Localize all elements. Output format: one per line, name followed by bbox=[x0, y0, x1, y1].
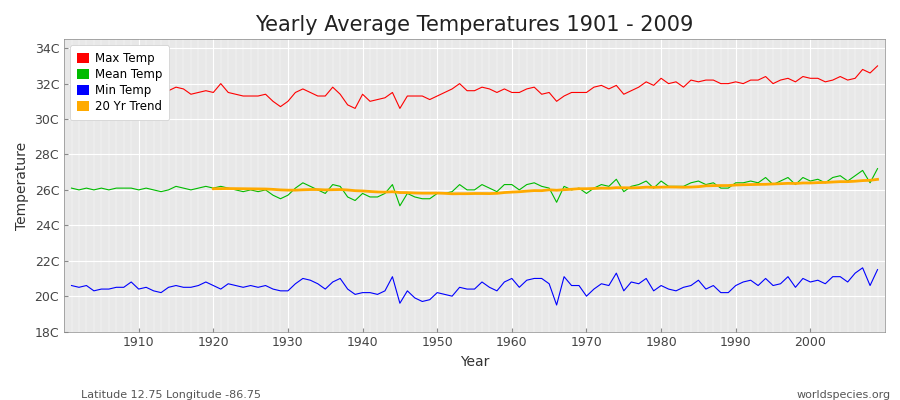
X-axis label: Year: Year bbox=[460, 355, 490, 369]
Legend: Max Temp, Mean Temp, Min Temp, 20 Yr Trend: Max Temp, Mean Temp, Min Temp, 20 Yr Tre… bbox=[70, 45, 169, 120]
Text: worldspecies.org: worldspecies.org bbox=[796, 390, 891, 400]
Title: Yearly Average Temperatures 1901 - 2009: Yearly Average Temperatures 1901 - 2009 bbox=[256, 15, 694, 35]
Text: Latitude 12.75 Longitude -86.75: Latitude 12.75 Longitude -86.75 bbox=[81, 390, 261, 400]
Y-axis label: Temperature: Temperature bbox=[15, 141, 29, 230]
